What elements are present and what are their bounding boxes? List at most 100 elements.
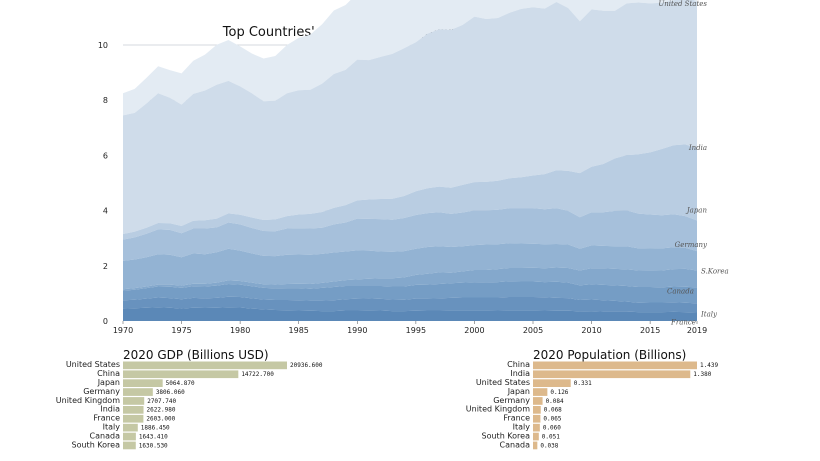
bar-value-label: 1886.450 bbox=[141, 425, 170, 432]
area-series-china bbox=[123, 0, 697, 116]
bar-value-label: 2622.980 bbox=[147, 407, 176, 414]
bar-italy bbox=[533, 423, 540, 432]
gdp-chart-title: 2020 GDP (Billions USD) bbox=[123, 348, 269, 362]
bar-value-label: 14722.700 bbox=[241, 371, 274, 378]
bar-japan bbox=[123, 379, 163, 387]
series-label-united-states: United States bbox=[658, 0, 707, 8]
area-series-japan bbox=[123, 208, 697, 261]
bar-value-label: 0.084 bbox=[546, 398, 564, 405]
gdp-bars: United States 20936.600 China 14722.700 Japa… bbox=[56, 360, 323, 449]
series-label-germany: Germany bbox=[675, 241, 708, 249]
bar-category-label: United Kingdom bbox=[56, 396, 120, 405]
bar-united-states bbox=[123, 361, 287, 370]
bar-japan bbox=[533, 388, 548, 396]
bar-category-label: China bbox=[97, 369, 120, 378]
y-tick-label: 2 bbox=[103, 262, 108, 271]
series-label-japan: Japan bbox=[685, 207, 708, 215]
y-tick-label: 8 bbox=[103, 96, 108, 105]
population-bar-chart: 2020 Population (Billions) China 1.439 Ind… bbox=[466, 348, 719, 449]
x-tick-label: 2019 bbox=[687, 326, 707, 335]
bar-category-label: Germany bbox=[493, 396, 530, 405]
series-label-france: France bbox=[670, 318, 696, 326]
bar-value-label: 0.068 bbox=[544, 407, 562, 414]
x-tick-label: 1980 bbox=[230, 326, 250, 335]
bar-united-states bbox=[533, 379, 571, 387]
bar-value-label: 0.065 bbox=[543, 416, 561, 423]
series-label-italy: Italy bbox=[700, 310, 718, 318]
bar-value-label: 0.038 bbox=[540, 442, 558, 449]
x-tick-label: 2005 bbox=[523, 326, 543, 335]
bar-category-label: South Korea bbox=[72, 440, 121, 449]
bar-value-label: 1.439 bbox=[700, 362, 718, 369]
area-series-united-states bbox=[123, 0, 697, 235]
bar-france bbox=[123, 414, 144, 423]
bar-category-label: United States bbox=[476, 378, 530, 387]
bar-value-label: 20936.600 bbox=[290, 362, 323, 369]
co2-series-labels: ChinaUnited StatesIndiaJapanGermanyS.Kor… bbox=[658, 0, 728, 326]
population-chart-title: 2020 Population (Billions) bbox=[533, 348, 686, 362]
series-label-india: India bbox=[688, 144, 707, 152]
co2-area-layers bbox=[123, 0, 697, 321]
bar-china bbox=[533, 361, 697, 370]
bar-category-label: Italy bbox=[103, 423, 121, 432]
bar-value-label: 2707.740 bbox=[147, 398, 176, 405]
gdp-bar-chart: 2020 GDP (Billions USD) United States 209… bbox=[56, 348, 323, 449]
bar-value-label: 1643.410 bbox=[139, 433, 168, 440]
bar-india bbox=[533, 370, 691, 379]
bar-category-label: United Kingdom bbox=[466, 405, 530, 414]
bar-south-korea bbox=[533, 432, 539, 441]
bar-south-korea bbox=[123, 441, 136, 450]
bar-category-label: France bbox=[503, 414, 530, 423]
bar-category-label: Canada bbox=[90, 431, 121, 440]
co2-x-axis: 1970 1975 1980 1985 1990 1995 2000 2005 2010 2015… bbox=[113, 321, 707, 335]
bar-category-label: Germany bbox=[83, 387, 120, 396]
x-tick-label: 1985 bbox=[289, 326, 309, 335]
y-tick-label: 0 bbox=[103, 317, 108, 326]
x-tick-label: 1975 bbox=[171, 326, 191, 335]
bar-value-label: 1630.530 bbox=[139, 442, 168, 449]
co2-area-chart: Top Countries' CO2 Emissions (Billion To… bbox=[98, 0, 729, 335]
area-series-germany bbox=[123, 243, 697, 290]
area-series-india bbox=[123, 144, 697, 240]
bar-category-label: South Korea bbox=[482, 431, 531, 440]
bar-value-label: 0.060 bbox=[543, 425, 561, 432]
bar-category-label: Japan bbox=[97, 378, 120, 387]
bar-category-label: Italy bbox=[513, 423, 531, 432]
bar-value-label: 3806.060 bbox=[156, 389, 185, 396]
bar-category-label: India bbox=[510, 369, 530, 378]
bar-india bbox=[123, 406, 144, 414]
bar-category-label: India bbox=[100, 405, 120, 414]
bar-italy bbox=[123, 423, 138, 432]
bar-value-label: 2603.000 bbox=[146, 416, 175, 423]
bar-canada bbox=[123, 432, 136, 441]
area-series-s-korea bbox=[123, 267, 697, 291]
bar-united-kingdom bbox=[533, 406, 541, 414]
bar-category-label: Canada bbox=[500, 440, 531, 449]
bar-value-label: 5064.870 bbox=[166, 380, 195, 387]
area-series-italy bbox=[123, 296, 697, 313]
x-tick-label: 1970 bbox=[113, 326, 133, 335]
bar-germany bbox=[123, 388, 153, 396]
x-tick-label: 2010 bbox=[581, 326, 601, 335]
bar-united-kingdom bbox=[123, 397, 145, 405]
bar-canada bbox=[533, 441, 538, 450]
bar-value-label: 0.331 bbox=[574, 380, 592, 387]
x-tick-label: 1990 bbox=[347, 326, 367, 335]
y-tick-label: 4 bbox=[103, 207, 108, 216]
bar-value-label: 0.126 bbox=[550, 389, 568, 396]
bar-value-label: 0.051 bbox=[542, 433, 560, 440]
area-series-canada bbox=[123, 281, 697, 304]
bar-category-label: China bbox=[507, 360, 530, 369]
population-bars: China 1.439 India 1.380 United States 0.331 Ja… bbox=[466, 360, 719, 449]
bar-germany bbox=[533, 397, 543, 405]
bar-category-label: Japan bbox=[507, 387, 530, 396]
co2-y-axis: 0 2 4 6 8 10 bbox=[98, 41, 108, 326]
bar-category-label: United States bbox=[66, 360, 120, 369]
x-tick-label: 2000 bbox=[464, 326, 484, 335]
y-tick-label: 6 bbox=[103, 151, 108, 160]
x-tick-label: 2015 bbox=[640, 326, 660, 335]
series-label-canada: Canada bbox=[667, 287, 694, 295]
series-label-s-korea: S.Korea bbox=[701, 267, 729, 275]
area-series-france bbox=[123, 307, 697, 321]
